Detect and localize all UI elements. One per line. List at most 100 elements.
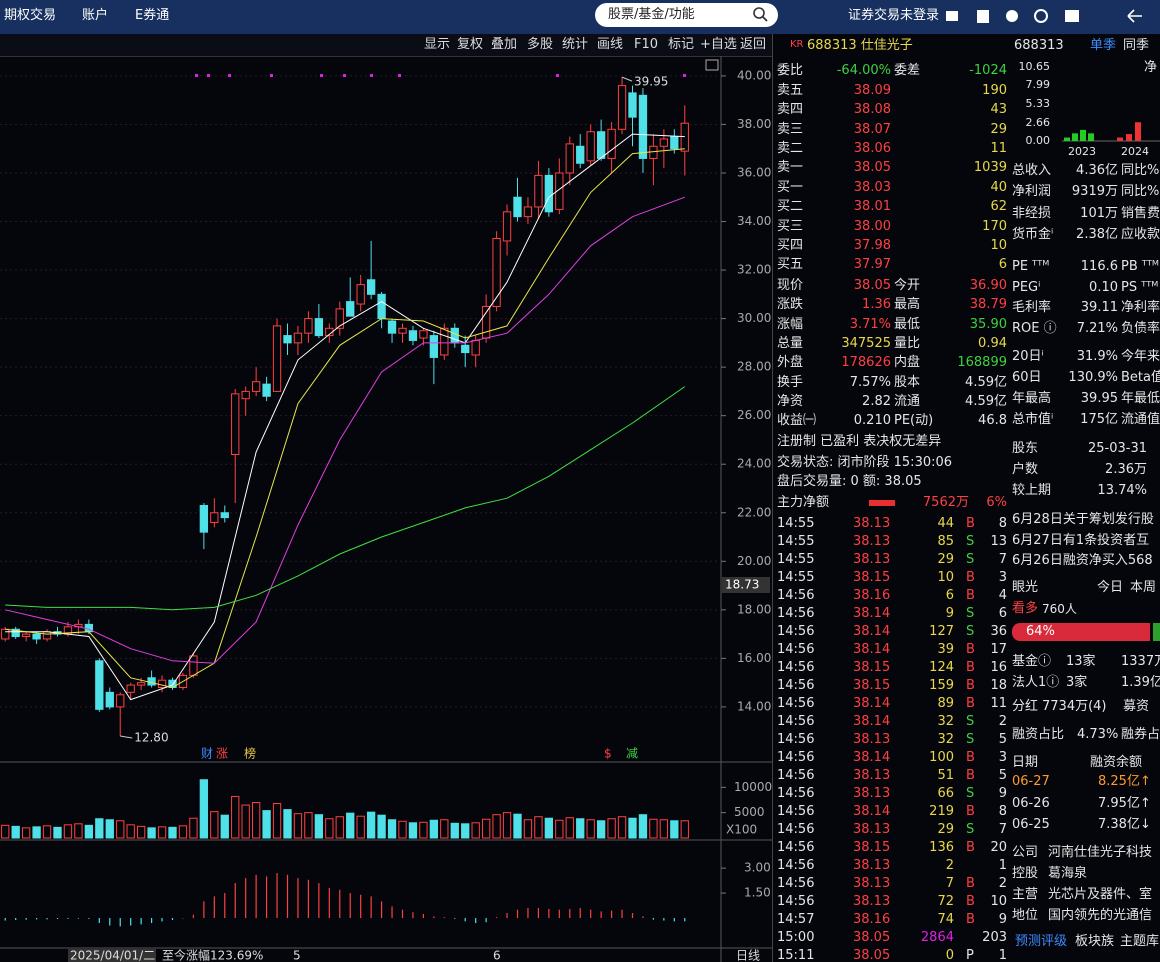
toolbar-button[interactable]: +自选 <box>700 37 737 52</box>
trade-price: 38.14 <box>853 624 891 639</box>
stat-value: 3.71% <box>849 316 891 332</box>
volume-bar <box>471 822 480 839</box>
book-label: 卖二 <box>777 141 804 156</box>
cursor-box <box>722 577 770 593</box>
y-tick-label: 14.00 <box>737 699 771 713</box>
news-item[interactable]: 6月27日有1条投资者互 <box>1012 532 1150 548</box>
toolbar-button[interactable]: F10 <box>634 37 659 52</box>
candle-body <box>42 631 52 640</box>
toolbar-button[interactable]: 返回 <box>740 37 767 52</box>
toolbar-button[interactable]: 标记 <box>668 37 695 52</box>
margin-value: 7.95亿↑ <box>1098 795 1151 811</box>
signal-dot <box>270 74 273 77</box>
trade-volume: 32 <box>937 714 954 729</box>
toolbar-button[interactable]: 统计 <box>562 37 589 52</box>
toolbar-button[interactable]: 显示 <box>424 37 451 52</box>
row-label: 负债率 <box>1121 321 1160 337</box>
candle-body <box>586 131 595 162</box>
top-icons[interactable] <box>940 7 1160 27</box>
volume-bar <box>74 823 83 839</box>
volume-bar <box>126 824 135 839</box>
event-marker: $ <box>604 747 612 761</box>
news-item[interactable]: 6月28日关于筹划发行股 <box>1012 512 1154 527</box>
volume-bar <box>283 809 292 839</box>
volume-bar <box>492 814 501 839</box>
trade-time: 14:56 <box>777 624 815 639</box>
login-status[interactable]: 证券交易未登录 <box>848 8 940 23</box>
search-box[interactable] <box>595 3 778 27</box>
trade-count: 3 <box>998 750 1007 765</box>
trade-count: 13 <box>990 534 1007 549</box>
fin-chart <box>1062 122 1160 142</box>
candle-body <box>241 390 250 400</box>
stat-label: 最低 <box>894 316 921 332</box>
tab[interactable]: 今日 <box>1097 580 1124 595</box>
candle-body <box>11 628 20 638</box>
toolbar-button[interactable]: 复权 <box>457 37 484 52</box>
fin-bar <box>1135 122 1141 141</box>
margin-date: 06-25 <box>1012 817 1050 832</box>
footer-tab[interactable]: 主题库 <box>1120 934 1160 949</box>
footer-tab[interactable]: 预测评级 <box>1015 934 1068 949</box>
volume-bar <box>346 812 355 839</box>
book-label: 买五 <box>777 257 804 272</box>
toolbar-button[interactable]: 叠加 <box>491 37 518 52</box>
row-cell: 4.73% <box>1077 727 1119 742</box>
candle-body <box>523 206 533 218</box>
search-icon[interactable] <box>752 6 770 24</box>
candle-body <box>366 279 376 295</box>
row-label: 法人1ⓘ <box>1012 675 1060 690</box>
stat-value: 2.82 <box>862 393 891 409</box>
event-marker: 减 <box>626 747 638 761</box>
tab[interactable]: 单季 <box>1090 38 1117 53</box>
stat-label: 流通 <box>894 393 921 409</box>
book-volume: 170 <box>982 219 1007 234</box>
volume-bar <box>617 816 627 839</box>
menu-item[interactable]: E券通 <box>135 8 170 23</box>
tab[interactable]: 本周 <box>1130 580 1157 595</box>
volume-bar <box>314 814 324 839</box>
candle-body <box>607 128 616 159</box>
candle-body <box>116 694 125 708</box>
trade-volume: 85 <box>937 534 954 549</box>
row-label: 基金ⓘ <box>1012 654 1052 669</box>
fin-bar <box>1072 133 1078 141</box>
row-value: 130.9% <box>1068 370 1118 385</box>
menu-item[interactable]: 账户 <box>82 8 109 23</box>
volume-bar <box>576 818 585 839</box>
trade-time: 14:56 <box>777 786 815 801</box>
signal-dot <box>398 74 401 77</box>
menu-item[interactable]: 期权交易 <box>4 8 57 23</box>
news-item[interactable]: 6月26日融资净买入568 <box>1012 553 1153 568</box>
trade-side: S <box>966 552 975 567</box>
row-cell: 融资占比 <box>1012 727 1065 742</box>
trade-side: B <box>966 804 975 819</box>
volume-bar <box>440 819 449 839</box>
stat-label: 股本 <box>894 374 921 390</box>
row-label: 同比% <box>1121 163 1160 178</box>
candle-body <box>377 293 386 320</box>
stat-value: 38.79 <box>969 297 1007 313</box>
candle-body <box>136 682 146 686</box>
toolbar-button[interactable]: 画线 <box>597 37 624 52</box>
toolbar-button[interactable]: 多股 <box>527 37 554 52</box>
volume-bar <box>231 795 240 839</box>
trade-time: 14:56 <box>777 822 815 837</box>
search-placeholder[interactable]: 股票/基金/功能 <box>608 7 695 22</box>
profile-value: 国内领先的光通信 <box>1048 908 1153 923</box>
trade-count: 2 <box>998 714 1007 729</box>
candle-body <box>21 633 31 638</box>
flow-value: 7562万 <box>922 495 969 510</box>
stat-value: 168899 <box>957 355 1007 371</box>
candle-body <box>1 628 10 640</box>
book-price: 37.97 <box>853 257 891 272</box>
footer-tab[interactable]: 板块族 <box>1075 934 1115 949</box>
volume-bar <box>502 812 512 839</box>
tab[interactable]: 同季 <box>1123 38 1150 53</box>
row-label: 销售费 <box>1121 205 1160 221</box>
trade-side: B <box>966 516 975 531</box>
book-label: 卖四 <box>777 102 804 117</box>
y-tick-label: 32.00 <box>737 263 771 277</box>
book-price: 37.98 <box>853 238 891 253</box>
